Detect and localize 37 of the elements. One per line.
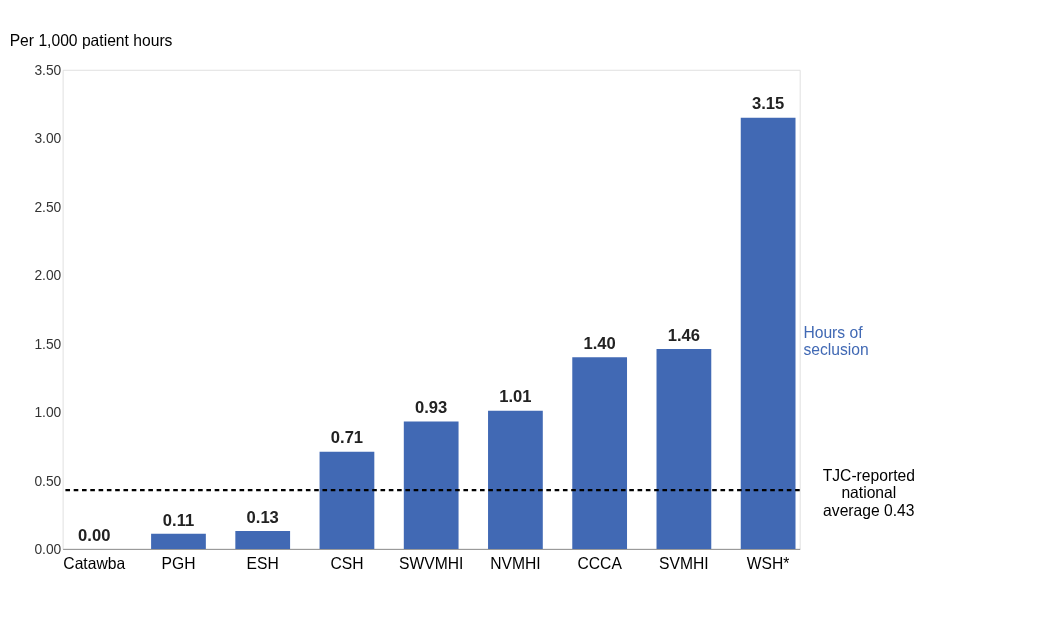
series-label: Hours of seclusion bbox=[803, 323, 869, 359]
bar bbox=[572, 357, 628, 549]
x-tick-label: WSH* bbox=[746, 554, 790, 572]
x-tick-label: PGH bbox=[161, 554, 196, 572]
data-label: 0.93 bbox=[415, 398, 448, 418]
x-tick-label: CCCA bbox=[577, 554, 623, 572]
data-label: 1.01 bbox=[499, 387, 532, 407]
x-tick-label: NVMHI bbox=[490, 554, 541, 572]
data-label: 0.13 bbox=[246, 507, 279, 527]
x-tick-label: Catawba bbox=[63, 554, 126, 572]
x-tick-label: CSH bbox=[330, 554, 364, 572]
x-tick-label: SWVMHI bbox=[398, 554, 464, 572]
y-tick-label: 1.00 bbox=[34, 404, 62, 421]
y-tick-label: 3.00 bbox=[34, 130, 62, 147]
bar bbox=[488, 410, 543, 549]
y-tick-label: 3.50 bbox=[34, 61, 62, 78]
data-label: 0.11 bbox=[162, 510, 195, 530]
bar bbox=[235, 531, 291, 549]
data-label: 1.40 bbox=[583, 333, 616, 353]
bar bbox=[740, 117, 796, 549]
x-tick-label: SVMHI bbox=[659, 554, 709, 572]
bar bbox=[319, 451, 375, 549]
data-label: 1.46 bbox=[667, 325, 701, 345]
data-label: 0.00 bbox=[78, 525, 111, 545]
data-label: 3.15 bbox=[751, 94, 785, 114]
y-tick-label: 2.50 bbox=[34, 198, 62, 215]
bar bbox=[656, 349, 712, 549]
y-axis-title: Per 1,000 patient hours bbox=[9, 32, 173, 50]
data-label: 0.71 bbox=[330, 428, 364, 448]
y-tick-label: 1.50 bbox=[34, 335, 62, 352]
bar bbox=[403, 421, 459, 549]
y-tick-label: 2.00 bbox=[34, 267, 62, 284]
ref-line-label: TJC-reported national average 0.43 bbox=[822, 466, 915, 519]
y-tick-label: 0.00 bbox=[34, 540, 62, 557]
x-tick-label: ESH bbox=[246, 554, 279, 572]
bar bbox=[151, 533, 206, 549]
y-tick-label: 0.50 bbox=[34, 472, 62, 489]
